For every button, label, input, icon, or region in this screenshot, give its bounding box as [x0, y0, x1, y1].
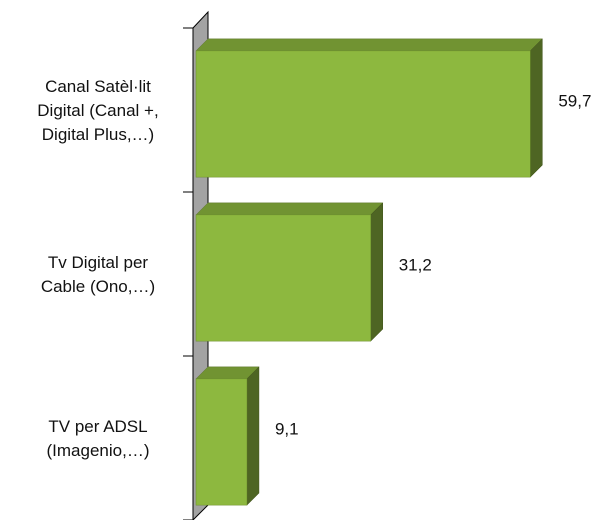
category-label-line: Digital Plus,…) — [42, 125, 154, 144]
bar-side — [370, 202, 383, 342]
category-label-line: TV per ADSL — [48, 417, 147, 436]
bar — [195, 202, 384, 342]
category-label-line: Digital (Canal +, — [37, 101, 158, 120]
bar-front — [195, 214, 371, 342]
category-label: Canal Satèl·lit Digital (Canal +, Digital … — [37, 77, 158, 144]
category-label-line: Cable (Ono,…) — [41, 277, 155, 296]
category-label-line: Canal Satèl·lit — [45, 77, 151, 96]
bar — [195, 38, 543, 178]
bar — [195, 366, 260, 506]
value-label: 9,1 — [275, 419, 299, 438]
category-label-line: (Imagenio,…) — [47, 441, 150, 460]
bar-front — [195, 378, 248, 506]
category-label: Tv Digital per Cable (Ono,…) — [41, 253, 155, 296]
bar-side — [246, 366, 260, 506]
value-label: 31,2 — [399, 255, 432, 274]
value-label: 59,7 — [558, 91, 591, 110]
bar-top — [195, 38, 543, 52]
category-label-line: Tv Digital per — [48, 253, 148, 272]
bar-side — [530, 38, 543, 178]
bar-front — [195, 50, 531, 178]
bar-top — [195, 202, 384, 216]
category-label: TV per ADSL (Imagenio,…) — [47, 417, 150, 460]
